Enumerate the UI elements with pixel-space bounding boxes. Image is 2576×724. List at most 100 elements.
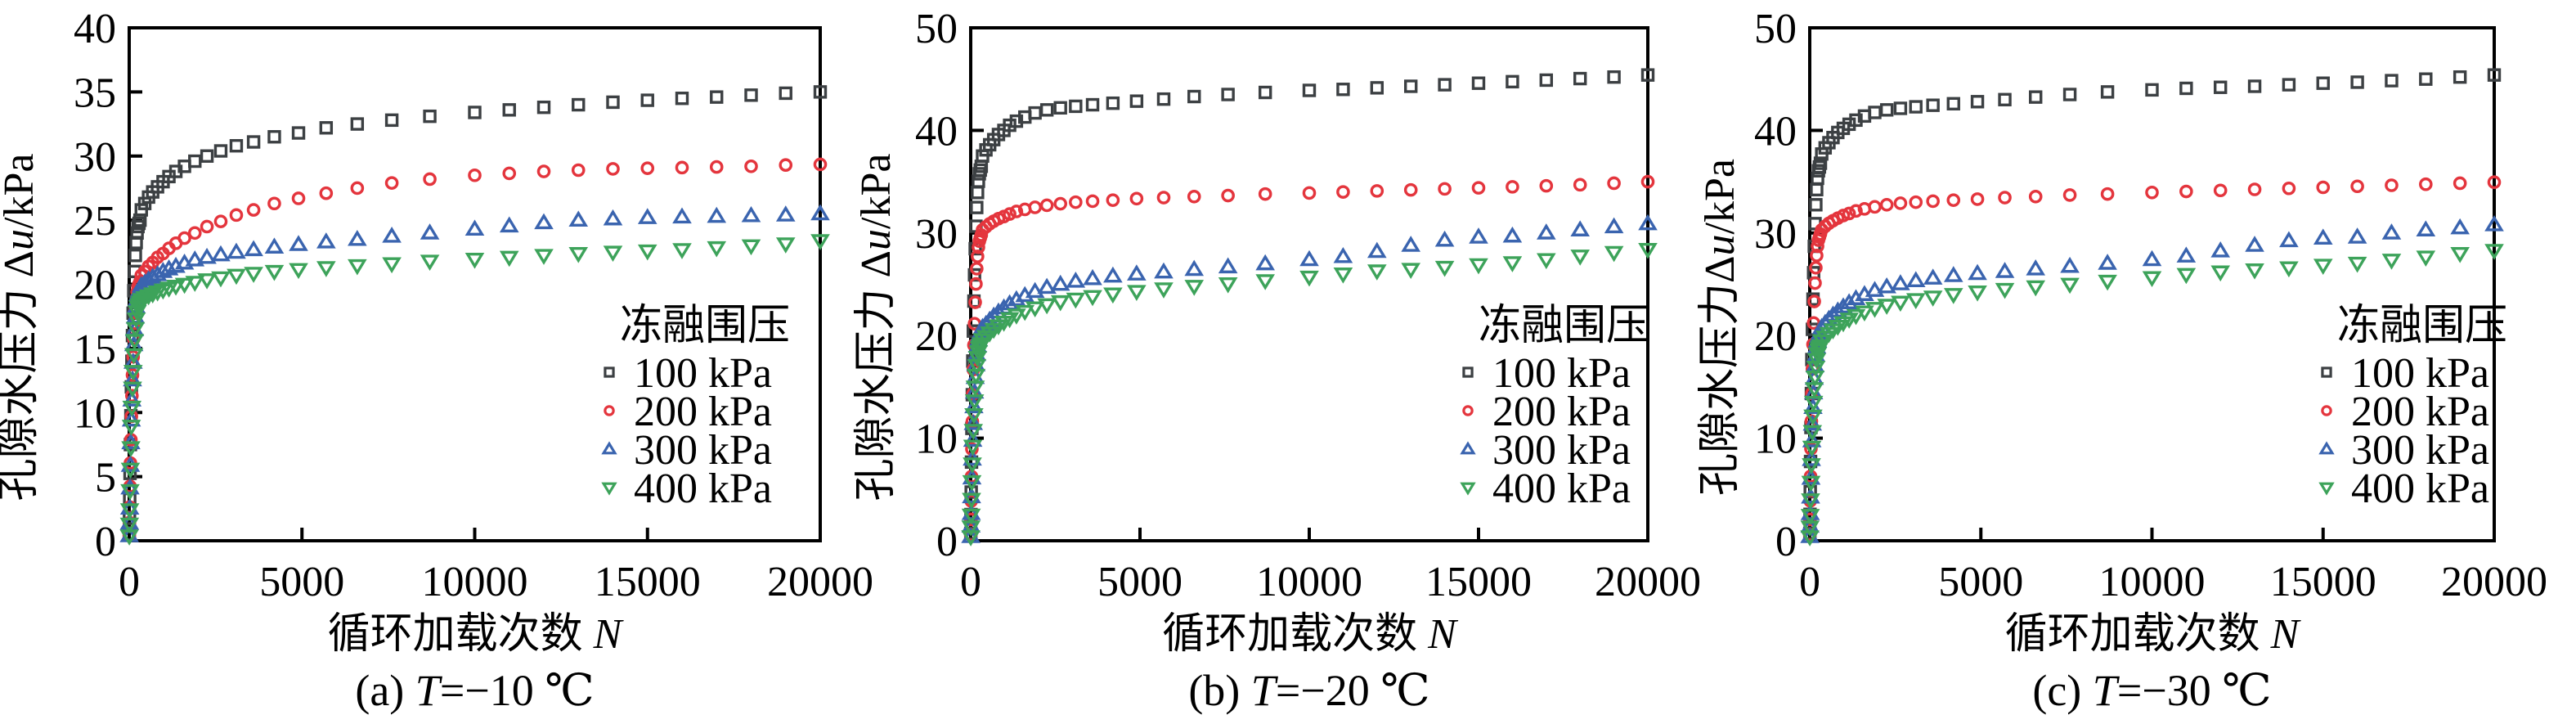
data-point: [1221, 88, 1235, 101]
data-point: [1053, 101, 1067, 115]
data-point: [1970, 192, 1985, 206]
data-point: [384, 113, 399, 128]
data-point: [1998, 191, 2012, 205]
data-point: [1502, 256, 1523, 272]
data-point: [420, 254, 440, 271]
data-point: [384, 176, 399, 190]
data-point: [464, 253, 485, 269]
data-point: [229, 139, 244, 153]
data-point: [1103, 287, 1123, 304]
y-tick-label: 30: [915, 211, 958, 258]
data-point: [123, 381, 142, 398]
data-point: [1946, 193, 1961, 207]
data-point: [1218, 277, 1238, 294]
data-point: [1893, 101, 1908, 115]
data-point: [963, 414, 984, 430]
data-point: [2214, 80, 2228, 94]
data-point: [502, 103, 516, 117]
data-point: [1570, 220, 1591, 236]
data-point: [2279, 261, 2299, 278]
data-point: [1367, 264, 1387, 281]
data-point: [2100, 85, 2115, 99]
ticks: 0 5000 10000 15000 20000 0 10 20 30 40 50: [915, 6, 1701, 605]
data-point: [2347, 227, 2367, 244]
data-point: [1471, 181, 1486, 195]
data-point: [1995, 282, 2015, 299]
open-circle-legend-icon: [1462, 405, 1474, 416]
data-point: [606, 162, 620, 176]
data-point: [2210, 265, 2231, 282]
data-point: [2176, 268, 2197, 285]
data-point: [1573, 71, 1587, 86]
ticks: 0 5000 10000 15000 20000 0 10 20 30 40 50: [1754, 6, 2547, 605]
data-point: [213, 144, 228, 158]
data-point: [2487, 68, 2502, 82]
data-point: [1404, 79, 1418, 93]
data-point: [128, 249, 142, 263]
data-point: [187, 226, 202, 241]
legend-item-label: 300 kPa: [1492, 427, 1631, 474]
data-point: [1891, 274, 1910, 290]
data-point: [961, 504, 981, 520]
legend-title: 冻融围压: [1479, 303, 1649, 349]
data-point: [1401, 236, 1421, 252]
data-point: [640, 161, 655, 175]
data-point: [968, 295, 982, 309]
data-point: [382, 227, 402, 243]
data-point: [1806, 361, 1826, 377]
data-point: [1802, 440, 1822, 457]
data-point: [1154, 262, 1174, 279]
data-point: [1849, 204, 1863, 218]
data-point: [119, 513, 140, 530]
data-point: [1877, 299, 1896, 315]
data-point: [499, 216, 519, 233]
data-point: [813, 85, 828, 99]
data-point: [1127, 264, 1147, 281]
data-point: [1154, 282, 1174, 299]
data-point: [1604, 217, 1624, 234]
chart-c-canvas: 0 5000 10000 15000 20000 0 10 20 30 40 50 循环加载次数 N 孔…: [1697, 6, 2547, 715]
data-point: [126, 312, 146, 329]
data-point: [153, 262, 173, 278]
data-point: [672, 207, 692, 224]
data-point: [423, 109, 437, 124]
data-point: [2060, 256, 2080, 273]
data-point: [572, 97, 586, 112]
data-point: [672, 243, 692, 259]
data-point: [1069, 195, 1083, 209]
data-point: [1187, 89, 1201, 104]
data-point: [289, 235, 308, 251]
data-point: [185, 250, 205, 267]
data-point: [420, 223, 440, 240]
data-point: [1539, 178, 1554, 193]
data-point: [640, 93, 654, 107]
data-point: [568, 210, 589, 227]
data-point: [1877, 277, 1896, 294]
data-point: [135, 291, 155, 308]
data-point: [1050, 274, 1070, 291]
data-point: [2245, 263, 2264, 280]
series-400kPa: [1800, 244, 2504, 546]
data-point: [1905, 293, 1926, 310]
open-triangle-down-legend-icon: [2318, 482, 2335, 496]
data-point: [1007, 308, 1026, 325]
data-point: [1640, 68, 1655, 82]
y-tick-label: 15: [74, 326, 116, 373]
data-point: [1807, 295, 1821, 308]
data-point: [637, 244, 657, 261]
data-point: [813, 157, 828, 172]
data-point: [213, 214, 228, 228]
data-point: [1039, 103, 1054, 117]
x-tick-label: 20000: [1595, 559, 1701, 605]
data-point: [603, 245, 623, 263]
data-point: [810, 204, 830, 221]
data-point: [2453, 176, 2467, 191]
data-point: [121, 420, 141, 436]
data-point: [138, 289, 159, 306]
data-point: [177, 231, 191, 245]
data-point: [197, 273, 217, 290]
data-point: [2098, 274, 2117, 291]
data-point: [2313, 228, 2333, 245]
data-point: [2381, 254, 2402, 270]
